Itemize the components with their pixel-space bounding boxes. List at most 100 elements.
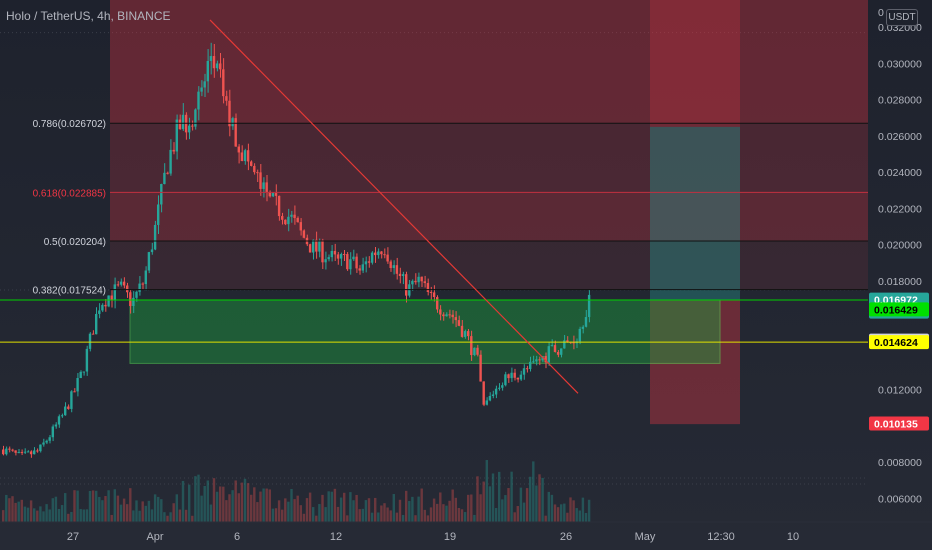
candle-body [544,356,547,363]
candle-body [336,254,340,259]
volume-bar [538,474,541,522]
volume-bar [290,488,293,522]
candle-body [181,114,185,130]
candle-body [439,309,442,315]
candle-body [166,172,169,174]
candle-body [389,261,392,269]
volume-bar [240,482,244,522]
candle-body [20,452,23,454]
candle-body [383,254,386,256]
candle-body [563,340,566,349]
price-axis[interactable]: 0.0320000.0300000.0280000.0260000.024000… [878,7,922,505]
volume-bar [129,488,132,522]
candle-body [237,146,240,153]
candle-body [380,251,383,255]
candle-body [138,283,141,292]
volume-bar [346,515,349,522]
volume-bar [364,500,368,522]
candle-body [281,216,284,220]
volume-bar [144,505,147,522]
volume-bar [256,502,259,522]
fib-label-1: 0.618(0.022885) [33,188,106,199]
candle-body [79,371,82,379]
time-axis[interactable]: 27 Apr 6 12 19 26 May 12:30 10 [0,521,932,543]
volume-bar [485,460,488,522]
price-tick: 0.012000 [878,385,922,397]
volume-bar [160,499,163,522]
volume-bar [442,504,445,522]
volume-bar [553,504,557,522]
volume-bar [122,498,126,522]
volume-bar [36,510,39,522]
volume-bar [101,500,104,522]
volume-bar [578,510,581,522]
price-tick: 0.020000 [878,240,922,252]
price-label-bg-4 [869,416,929,431]
volume-bar [581,497,585,522]
candle-body [60,415,64,417]
volume-bar [132,510,135,522]
symbol-title[interactable]: Holo / TetherUS, 4h, BINANCE [6,9,171,23]
candle-body [200,87,203,92]
volume-bar [535,485,538,522]
candle-body [302,230,306,238]
volume-bar [64,493,67,522]
volume-bar [473,514,476,522]
candle-body [147,252,151,271]
position-stop-zone [650,299,740,425]
candle-body [33,450,36,455]
candle-body [67,406,70,409]
candle-body [126,285,129,293]
volume-bar [494,508,498,522]
candlesticks [2,42,591,458]
candle-body [414,280,417,283]
candle-body [209,56,213,61]
volume-bar [361,508,364,522]
volume-bar [498,471,501,522]
time-tick: 19 [444,531,456,543]
volume-bar [398,499,402,522]
volume-bar [467,494,470,522]
volume-bar [98,496,101,522]
candle-body [290,214,293,217]
volume-bar [113,489,116,522]
volume-bar [79,509,82,522]
volume-bar [522,502,526,522]
volume-bar [556,507,560,522]
volume-bar [265,488,268,522]
price-tick-top: 0 [878,7,884,19]
volume-bar [54,496,58,522]
volume-bar [126,504,129,522]
candle-body [566,340,569,342]
candle-body [386,254,389,262]
volume-bar [181,480,185,522]
candle-body [346,254,349,270]
volume-bar [191,515,194,522]
volume-bar [60,505,64,522]
volume-bar [572,500,575,522]
volume-bar [175,494,178,522]
price-tick: 0.028000 [878,95,922,107]
time-tick: May [635,531,656,543]
candle-body [88,333,92,349]
candle-body [538,359,541,361]
candle-body [110,295,113,301]
candle-body [73,391,76,393]
volume-bar [231,490,234,522]
candle-body [451,314,454,318]
volume-bar [476,476,479,522]
candle-body [119,281,123,285]
currency-button[interactable]: USDT [886,9,918,26]
candle-body [321,240,324,263]
candle-body [448,314,451,316]
price-label-bg-1 [869,302,929,317]
candle-body [188,125,191,133]
candle-body [423,281,426,284]
time-tick: 27 [67,531,79,543]
candle-body [584,317,588,327]
volume-bar [587,499,591,522]
volume-bar [157,496,160,522]
candle-body [556,351,560,355]
volume-bar [237,493,240,522]
